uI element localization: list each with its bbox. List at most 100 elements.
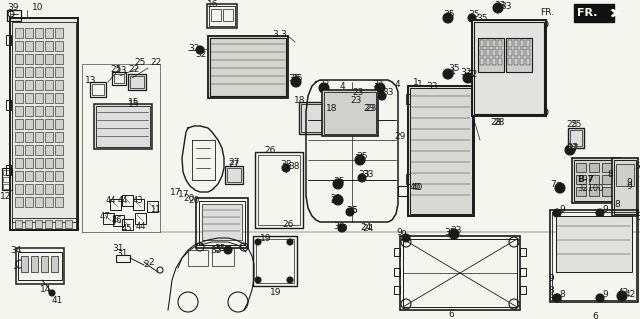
Bar <box>480 58 484 65</box>
Bar <box>472 20 546 116</box>
Bar <box>576 175 586 184</box>
Bar <box>3 177 10 182</box>
Bar <box>338 100 354 126</box>
Text: 13: 13 <box>85 76 97 85</box>
Bar <box>6 35 11 45</box>
Bar <box>45 93 53 103</box>
Bar <box>25 184 33 194</box>
Bar <box>400 236 520 310</box>
Text: 38: 38 <box>288 162 300 171</box>
Bar <box>520 49 524 56</box>
Circle shape <box>255 239 261 245</box>
Circle shape <box>565 145 575 155</box>
Bar <box>45 54 53 64</box>
Bar <box>514 49 518 56</box>
Bar <box>322 90 378 136</box>
Bar <box>568 128 584 148</box>
Bar <box>526 49 530 56</box>
Text: 35: 35 <box>214 244 225 253</box>
Circle shape <box>402 234 410 242</box>
Bar <box>55 197 63 207</box>
Text: 37: 37 <box>566 143 577 152</box>
Bar <box>103 213 114 224</box>
Text: 23: 23 <box>365 104 376 113</box>
Text: 25: 25 <box>570 120 581 129</box>
Bar <box>618 162 630 198</box>
Bar <box>520 268 526 276</box>
Text: 22: 22 <box>128 65 140 74</box>
Bar <box>94 104 152 149</box>
Circle shape <box>553 294 561 302</box>
Text: 35: 35 <box>356 152 367 161</box>
Bar <box>7 10 21 21</box>
Bar <box>15 220 22 228</box>
Bar <box>492 49 496 56</box>
Text: 18: 18 <box>294 96 305 105</box>
Bar <box>225 166 243 184</box>
Circle shape <box>346 208 354 216</box>
Bar <box>35 119 43 129</box>
Text: 37: 37 <box>567 144 579 153</box>
Bar <box>25 145 33 155</box>
Text: 20: 20 <box>188 196 200 205</box>
Bar <box>486 40 490 47</box>
Text: FR.: FR. <box>540 8 554 17</box>
Text: 35: 35 <box>443 10 454 19</box>
Text: 2: 2 <box>143 260 148 269</box>
Text: 4: 4 <box>395 80 401 89</box>
Bar <box>15 28 23 38</box>
Text: 24: 24 <box>360 223 371 232</box>
Bar <box>589 163 599 172</box>
Bar <box>128 74 146 90</box>
Text: 32: 32 <box>372 80 383 89</box>
Bar <box>492 40 496 47</box>
Bar <box>498 40 502 47</box>
Bar <box>112 72 126 85</box>
Bar <box>474 22 544 114</box>
Bar <box>6 100 11 110</box>
Bar <box>114 74 124 83</box>
Text: 42: 42 <box>625 290 636 299</box>
Text: 35: 35 <box>468 10 479 19</box>
Text: 32: 32 <box>318 80 330 89</box>
Text: 32: 32 <box>460 68 472 77</box>
Circle shape <box>463 73 473 83</box>
Bar <box>122 195 133 206</box>
Bar <box>45 106 53 116</box>
Circle shape <box>355 155 365 165</box>
Text: 18: 18 <box>326 104 337 113</box>
Bar <box>15 132 23 142</box>
Text: 35: 35 <box>476 14 488 23</box>
Text: 32: 32 <box>466 70 477 79</box>
Bar <box>45 80 53 90</box>
Text: 32: 32 <box>188 44 200 53</box>
Text: 35: 35 <box>333 177 344 186</box>
Bar <box>133 199 144 210</box>
Bar <box>35 41 43 51</box>
Text: 15: 15 <box>128 98 140 107</box>
Bar <box>576 163 586 172</box>
Bar <box>352 108 368 134</box>
Text: 12: 12 <box>0 192 12 201</box>
Text: 8: 8 <box>607 170 612 179</box>
Text: 15: 15 <box>128 100 140 109</box>
Circle shape <box>378 92 386 100</box>
Circle shape <box>338 224 346 232</box>
Text: 5: 5 <box>638 170 640 179</box>
Text: 33: 33 <box>450 226 461 235</box>
Bar <box>208 36 288 98</box>
Circle shape <box>375 83 385 93</box>
Bar <box>199 201 245 245</box>
Circle shape <box>620 181 628 189</box>
Text: 19: 19 <box>260 234 271 243</box>
Text: 32100: 32100 <box>577 184 604 193</box>
Bar <box>55 80 63 90</box>
Text: 31: 31 <box>112 244 124 253</box>
Text: 35: 35 <box>291 74 303 83</box>
Text: 35: 35 <box>288 74 300 83</box>
Text: 25: 25 <box>110 65 122 74</box>
Bar <box>299 102 325 134</box>
Text: 5: 5 <box>634 162 640 171</box>
Bar <box>122 219 133 230</box>
Bar <box>202 204 242 240</box>
